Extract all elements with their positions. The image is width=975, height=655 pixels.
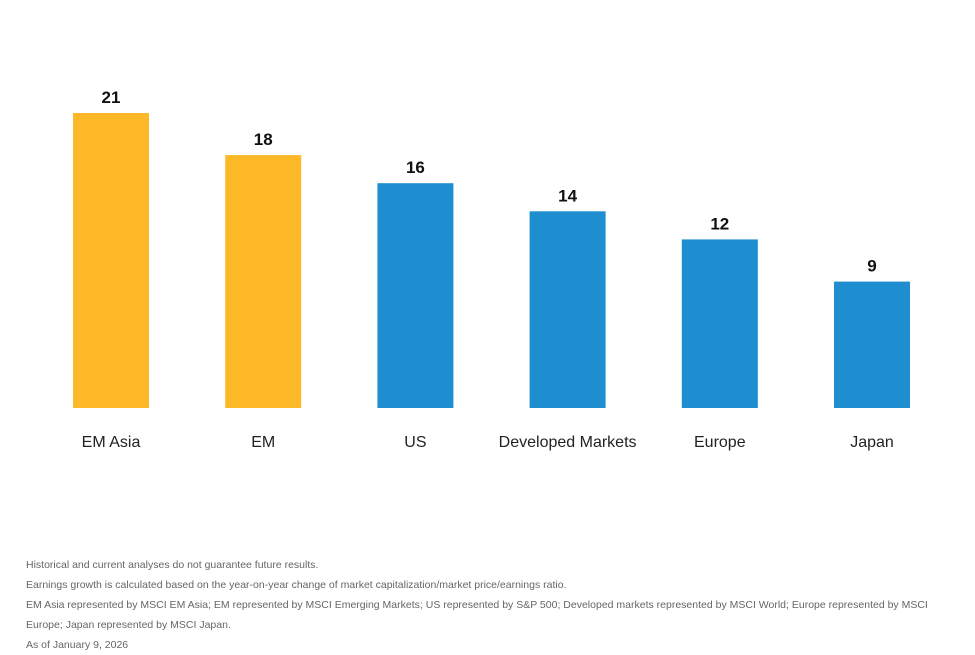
category-label-europe: Europe [694,434,746,451]
bars-layer [73,113,910,408]
category-label-us: US [404,434,426,451]
footnote-methodology: Earnings growth is calculated based on t… [26,579,567,591]
data-label-europe: 12 [710,214,729,233]
footnote-index-sources: EM Asia represented by MSCI EM Asia; EM … [26,599,928,631]
data-label-us: 16 [406,158,425,177]
data-label-em-asia: 21 [102,88,121,107]
category-labels-layer: EM Asia EM US Developed Markets Europe Japan [82,434,894,451]
category-label-em: EM [251,434,275,451]
footnote-as-of-date: As of January 9, 2026 [26,639,129,651]
data-label-em: 18 [254,130,273,149]
footnote-disclaimer: Historical and current analyses do not g… [26,559,319,571]
bar-japan [834,281,910,408]
data-label-japan: 9 [867,257,876,276]
footnotes: Historical and current analyses do not g… [26,555,951,655]
bar-chart: 21 18 16 14 12 9 EM Asia EM US Developed Markets… [73,88,910,451]
category-label-developed-markets: Developed Markets [499,434,637,451]
value-labels-layer: 21 18 16 14 12 9 [102,88,877,276]
category-label-japan: Japan [850,434,894,451]
data-label-developed-markets: 14 [558,186,577,205]
bar-em [225,155,302,408]
bar-developed-markets [529,211,606,408]
bar-europe [681,239,758,408]
category-label-em-asia: EM Asia [82,434,141,451]
bar-em-asia [73,113,149,408]
bar-us [377,183,454,408]
